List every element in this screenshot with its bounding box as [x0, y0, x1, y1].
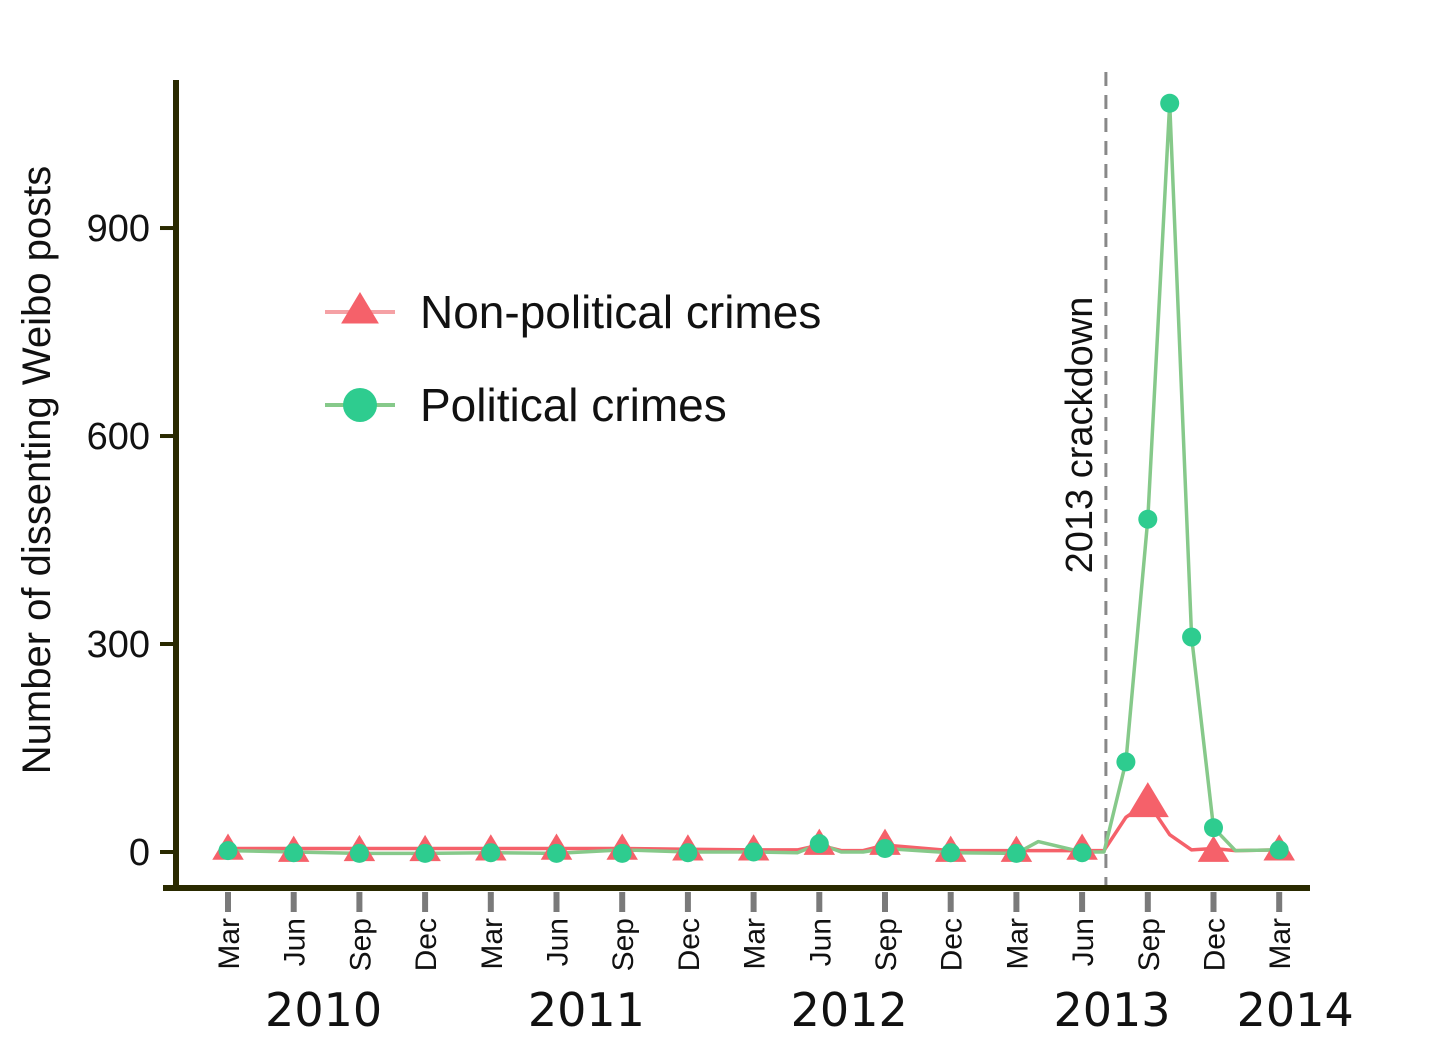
y-tick-label: 600	[87, 416, 150, 458]
legend-label-non-political: Non-political crimes	[420, 286, 821, 338]
x-year-label: 2014	[1237, 983, 1354, 1037]
x-month-label: Sep	[870, 918, 903, 971]
political-marker	[1160, 93, 1180, 113]
political-marker	[875, 839, 895, 859]
political-marker	[349, 843, 369, 863]
x-year-label: 2010	[265, 983, 382, 1037]
political-marker	[1116, 752, 1136, 772]
x-month-label: Mar	[213, 918, 246, 970]
political-marker	[415, 843, 435, 863]
series-group	[227, 101, 1280, 856]
x-month-label: Jun	[804, 918, 837, 966]
x-month-label: Dec	[673, 918, 706, 971]
political-marker	[1006, 843, 1026, 863]
x-month-label: Jun	[279, 918, 312, 966]
political-marker	[1269, 840, 1289, 860]
political-marker	[218, 841, 238, 861]
x-month-label: Mar	[476, 918, 509, 970]
x-month-label: Mar	[1264, 918, 1297, 970]
axes-group: 0 300 600 900 Mar Jun Sep Dec Mar Jun Sep Dec Mar Jun…	[87, 80, 1354, 1037]
political-marker	[547, 843, 566, 863]
x-month-label: Mar	[1001, 918, 1034, 970]
legend-marker-non-political	[341, 292, 379, 324]
y-tick-label: 900	[87, 208, 150, 250]
political-series-line	[227, 101, 1280, 856]
political-marker	[941, 843, 961, 863]
non-political-marker	[1197, 835, 1230, 862]
x-year-label: 2013	[1053, 983, 1170, 1037]
political-marker	[1138, 509, 1158, 529]
crackdown-annotation: 2013 crackdown	[1059, 297, 1101, 574]
x-month-label: Dec	[936, 918, 969, 971]
legend-marker-political	[343, 388, 377, 422]
y-axis-title: Number of dissenting Weibo posts	[15, 166, 59, 774]
political-marker	[678, 843, 698, 863]
political-marker	[1182, 627, 1202, 647]
x-month-label: Jun	[1067, 918, 1100, 966]
political-marker	[612, 843, 632, 863]
political-marker	[1072, 843, 1092, 863]
political-marker	[1204, 818, 1223, 838]
x-year-label: 2012	[791, 983, 908, 1037]
political-marker	[481, 843, 501, 863]
y-tick-label: 300	[87, 624, 150, 666]
non-political-marker	[1126, 782, 1169, 818]
legend: Non-political crimes Political crimes	[325, 286, 821, 431]
x-month-label: Jun	[542, 918, 575, 966]
x-month-label: Dec	[1199, 918, 1232, 971]
y-tick-label: 0	[129, 832, 150, 874]
x-month-label: Dec	[410, 918, 443, 971]
x-month-label: Mar	[739, 918, 772, 970]
political-marker	[744, 842, 764, 862]
x-year-label: 2011	[528, 983, 645, 1037]
x-month-label: Sep	[1133, 918, 1166, 971]
political-marker	[284, 843, 304, 863]
x-month-label: Sep	[344, 918, 377, 971]
legend-label-political: Political crimes	[420, 379, 727, 431]
political-marker	[809, 834, 829, 854]
markers-group	[212, 93, 1295, 863]
x-month-label: Sep	[607, 918, 640, 971]
